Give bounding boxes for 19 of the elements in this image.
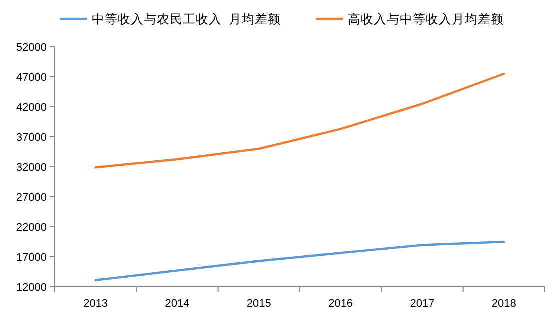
y-tick-label: 52000 [16,42,47,54]
x-tick-label: 2016 [328,298,354,310]
y-tick-label: 47000 [16,72,47,84]
line-series [94,72,506,169]
y-tick-label: 42000 [16,102,47,114]
legend-label: 高收入与中等收入月均差额 [348,12,504,26]
y-tick-label: 22000 [16,222,47,234]
x-tick-label: 2017 [410,298,435,310]
legend-label: 中等收入与农民工收入 月均差额 [92,12,281,26]
y-tick-label: 17000 [16,252,47,264]
x-tick-label: 2013 [84,298,108,310]
y-tick-label: 32000 [16,162,47,174]
x-tick-label: 2018 [492,298,516,310]
x-tick-label: 2015 [246,298,272,310]
y-tick-label: 27000 [16,192,47,204]
y-tick-label: 12000 [16,282,47,294]
line-series [94,240,506,282]
x-tick-label: 2014 [165,298,190,310]
y-tick-label: 37000 [16,132,47,144]
